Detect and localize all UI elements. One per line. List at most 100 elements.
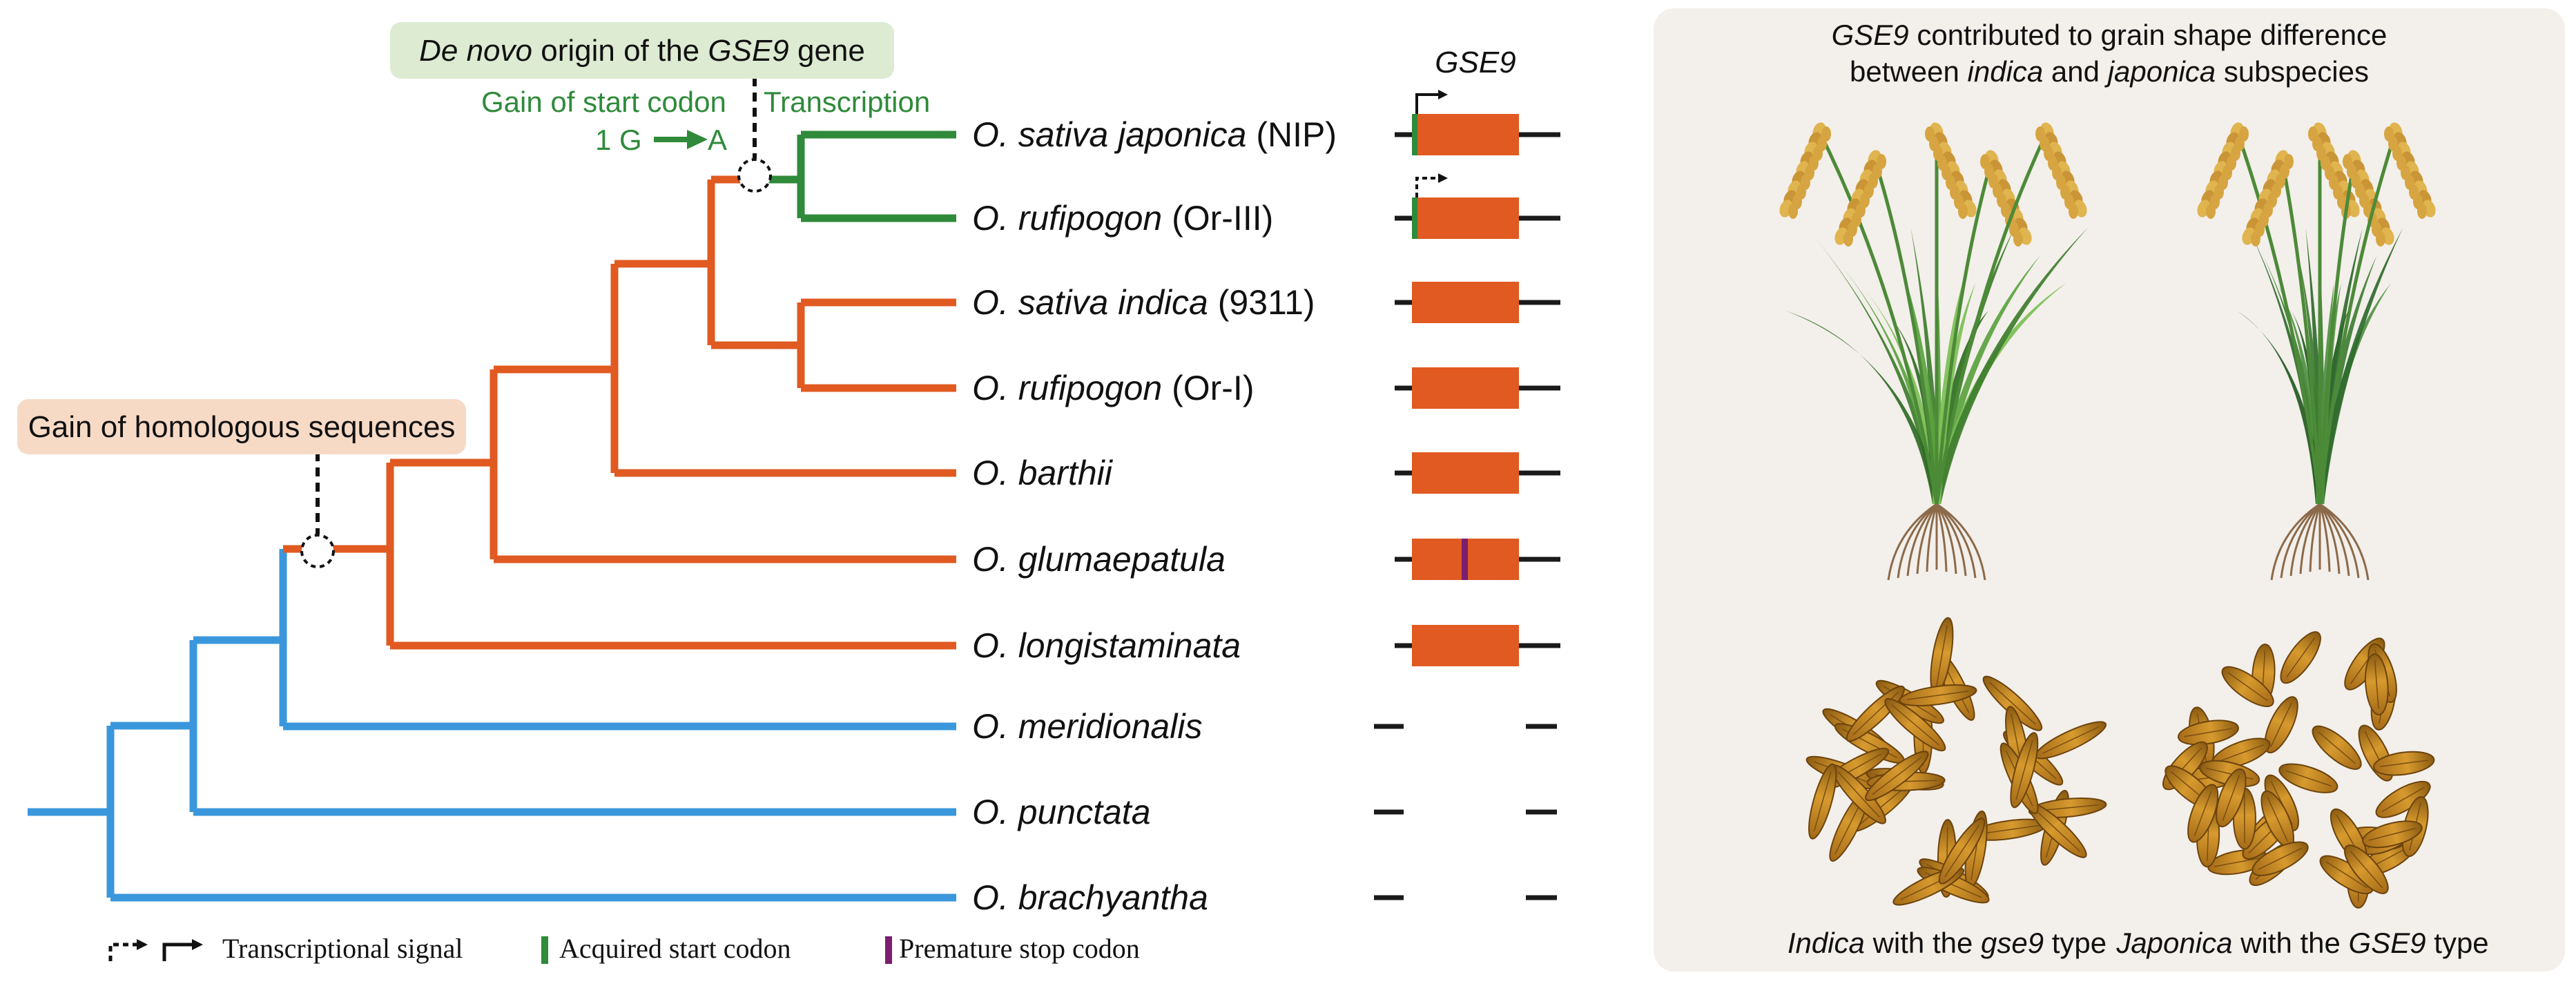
legend-start-codon-swatch	[541, 936, 548, 964]
rice-grain-ridge	[1936, 625, 1948, 687]
root-stroke	[2319, 503, 2370, 581]
start-codon-mark	[1412, 114, 1417, 155]
species-genus: O.	[972, 454, 1018, 492]
species-genus: O.	[972, 878, 1018, 917]
rice-grain-ridge	[2034, 809, 2080, 852]
root-stroke	[2318, 503, 2331, 572]
caption-indica: Indica with the gse9 type	[1788, 927, 2107, 959]
rice-grain-ridge	[1858, 785, 1908, 826]
gene-exon-box	[1412, 625, 1519, 666]
species-genus: O.	[972, 199, 1018, 238]
rice-grain-ridge	[2318, 731, 2356, 764]
mutation-from-label: 1 G	[595, 124, 642, 156]
panicle-grain	[2251, 231, 2260, 247]
mutation-arrowhead	[687, 130, 708, 149]
rice-grain-ridge	[2350, 850, 2383, 889]
denovo-middle: origin of the	[532, 34, 708, 68]
homologous-callout-text: Gain of homologous sequences	[28, 410, 456, 444]
legend-premature-stop-codon: Premature stop codon	[899, 933, 1140, 964]
gene-exon-box	[1412, 452, 1519, 494]
legend-stop-codon-swatch	[885, 936, 892, 964]
culm-stroke	[1817, 130, 1939, 505]
panicle-grain	[1958, 204, 1968, 219]
species-label: O. brachyantha	[972, 878, 1208, 917]
legend-dashed-arrow-icon	[108, 943, 138, 961]
root-stroke	[2299, 503, 2321, 574]
species-tag: (9311)	[1208, 283, 1315, 322]
gene-exon-box	[1412, 367, 1519, 409]
root-stroke	[1887, 503, 1937, 581]
rice-grain-ridge	[2286, 637, 2316, 678]
species-name: longistaminata	[1018, 626, 1241, 665]
species-name: sativa indica	[1018, 283, 1208, 322]
denovo-prefix: De novo	[419, 34, 532, 68]
caption-indica-gene: gse9	[1981, 927, 2044, 959]
legend: Transcriptional signal Acquired start co…	[108, 933, 1140, 964]
caption-indica-mid: with the	[1865, 927, 1981, 959]
caption-japonica-mid: with the	[2232, 927, 2348, 959]
root-stroke	[2289, 503, 2321, 577]
legend-solid-arrowhead-icon	[192, 939, 203, 950]
species-genus: O.	[972, 283, 1018, 322]
species-labels: O. sativa japonica (NIP) O. rufipogon (Or…	[972, 115, 1337, 917]
species-tag: (NIP)	[1246, 115, 1337, 154]
species-name: rufipogon	[1018, 199, 1163, 238]
species-label: O. rufipogon (Or-I)	[972, 369, 1254, 407]
species-name: brachyantha	[1018, 878, 1208, 917]
rice-grain-ridge	[2214, 857, 2263, 867]
panel-title-post: subspecies	[2216, 55, 2369, 88]
indica-plant-illustration	[1779, 122, 2088, 581]
species-genus: O.	[972, 707, 1018, 746]
species-name: rufipogon	[1018, 369, 1163, 407]
rice-grain-ridge	[2258, 847, 2303, 870]
species-name: glumaepatula	[1018, 540, 1226, 579]
rice-grain-ridge	[1813, 771, 1832, 832]
rice-grain-ridge	[2381, 786, 2425, 813]
panel-title-rest: contributed to grain shape difference	[1909, 19, 2388, 51]
caption-indica-sub: Indica	[1788, 927, 1865, 959]
rice-grain-ridge	[2184, 728, 2233, 737]
culm-stroke	[1935, 158, 1994, 505]
species-genus: O.	[972, 540, 1018, 579]
species-name: barthii	[1018, 454, 1114, 492]
transcription-arrowhead-icon	[1438, 90, 1448, 99]
species-label: O. sativa japonica (NIP)	[972, 115, 1337, 154]
culm-stroke	[2318, 131, 2398, 505]
culm-stroke	[2280, 158, 2322, 505]
rice-grain-ridge	[1891, 704, 1939, 746]
species-label: O. punctata	[972, 793, 1151, 831]
rice-grain-ridge	[1977, 824, 2040, 835]
rice-grain-ridge	[2194, 790, 2212, 837]
denovo-callout-text: De novo origin of the GSE9 gene	[419, 34, 865, 68]
species-genus: O.	[972, 369, 1018, 407]
species-genus: O.	[972, 115, 1018, 154]
culm-stroke	[1935, 130, 2049, 505]
transcription-label: Transcription	[764, 86, 930, 118]
root-stroke	[2270, 503, 2321, 581]
panicle-grain	[1843, 231, 1853, 247]
rice-grain-ridge	[2379, 760, 2428, 768]
root-stroke	[1897, 503, 1937, 579]
rice-grain-ridge	[2368, 827, 2417, 841]
gene-exon-box	[1412, 114, 1519, 155]
transcription-arrowhead-icon	[1438, 173, 1448, 183]
legend-solid-arrow-icon	[162, 943, 193, 961]
panel-title-japonica: japonica	[2104, 55, 2216, 88]
indica-grain-pile-illustration	[1805, 617, 2107, 906]
stop-codon-mark	[1462, 539, 1468, 580]
legend-dashed-arrowhead-icon	[137, 939, 148, 950]
japonica-plant-illustration	[2197, 122, 2436, 581]
event-node-denovo	[737, 158, 772, 193]
rice-grain-ridge	[2285, 770, 2332, 787]
species-label: O. sativa indica (9311)	[972, 283, 1315, 322]
species-label: O. glumaepatula	[972, 540, 1226, 579]
panicle-grain	[1788, 204, 1798, 219]
leaf-shape	[1933, 228, 2088, 504]
root-stroke	[1936, 503, 1977, 579]
caption-japonica: Japonica with the GSE9 type	[2115, 927, 2488, 959]
culm-stroke	[2235, 131, 2322, 505]
species-label: O. longistaminata	[972, 626, 1241, 665]
mutation-to-label: A	[708, 124, 727, 156]
root-stroke	[1916, 503, 1938, 574]
